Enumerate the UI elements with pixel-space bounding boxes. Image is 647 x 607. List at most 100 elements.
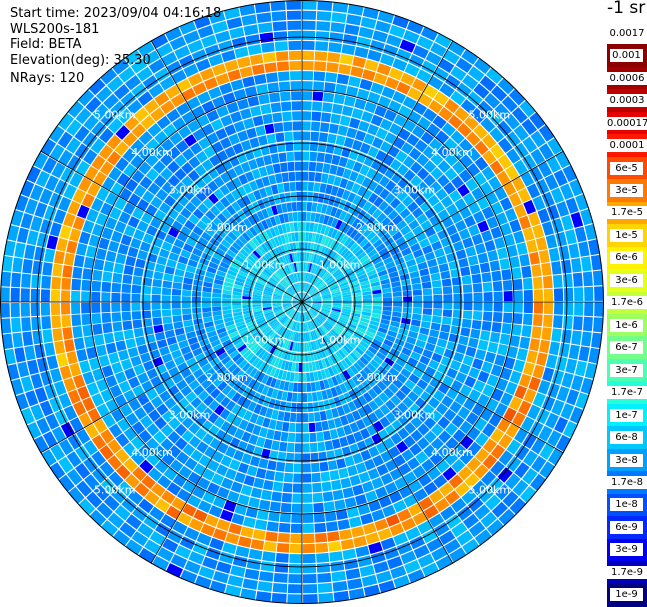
ppi-gate: [141, 285, 152, 295]
ppi-gate: [376, 351, 386, 361]
ppi-gate: [471, 403, 485, 417]
field-label: Field: BETA: [10, 37, 82, 52]
ppi-gate: [379, 323, 389, 330]
ppi-gate: [337, 519, 350, 530]
range-ring-label: 4.00km: [131, 146, 173, 159]
ppi-gate: [441, 395, 454, 408]
ppi-gate: [401, 449, 415, 462]
ppi-gate: [320, 290, 330, 295]
ppi-gate: [405, 526, 421, 541]
ppi-gate: [308, 171, 316, 182]
ppi-gate: [526, 239, 538, 253]
ppi-gate: [312, 340, 318, 350]
ppi-gate: [282, 317, 289, 325]
ppi-gate: [306, 212, 312, 222]
ppi-gate: [275, 271, 283, 280]
ppi-gate: [234, 46, 249, 59]
ppi-gate: [506, 148, 521, 164]
ppi-gate: [274, 471, 284, 482]
ppi-gate: [331, 308, 341, 313]
ppi-gate: [292, 121, 302, 131]
ppi-gate: [416, 35, 434, 50]
ppi-gate: [313, 81, 325, 92]
ppi-gate: [505, 131, 521, 147]
ppi-gate: [52, 263, 63, 277]
ppi-gate: [233, 449, 245, 462]
ppi-gate: [271, 491, 282, 502]
ppi-gate: [393, 114, 407, 127]
ppi-gate: [258, 166, 268, 177]
ppi-gate: [435, 555, 453, 570]
ppi-gate: [363, 155, 375, 167]
ppi-gate: [117, 418, 131, 432]
ppi-gate: [242, 578, 258, 590]
ppi-gate: [362, 291, 372, 296]
ppi-gate: [402, 96, 417, 110]
ppi-gate: [296, 413, 302, 423]
ppi-gate: [329, 314, 339, 320]
ppi-gate: [373, 396, 384, 408]
ppi-gate: [192, 82, 207, 96]
ppi-gate: [322, 272, 330, 281]
ppi-gate: [262, 305, 272, 309]
ppi-gate: [340, 235, 349, 245]
ppi-gate: [328, 42, 342, 53]
ppi-gate: [58, 393, 72, 409]
ppi-gate: [370, 82, 384, 95]
ppi-gate: [215, 323, 225, 330]
ppi-gate: [305, 283, 310, 293]
ppi-gate: [302, 292, 305, 302]
ppi-gate: [463, 302, 473, 311]
ppi-gate: [133, 184, 147, 198]
ppi-gate: [220, 196, 231, 208]
ppi-gate: [115, 125, 131, 140]
ppi-gate: [222, 309, 232, 315]
ppi-gate: [172, 391, 185, 403]
ppi-gate: [330, 561, 345, 572]
ppi-gate: [286, 151, 295, 162]
ppi-gate: [529, 166, 544, 182]
colorbar-tick-label: 1.7e-9: [607, 565, 647, 579]
ppi-gate: [284, 318, 291, 327]
ppi-gate: [522, 277, 533, 290]
ppi-gate: [437, 174, 450, 188]
ppi-gate: [406, 336, 417, 345]
ppi-gate: [484, 93, 501, 109]
ppi-gate: [242, 349, 252, 359]
ppi-gate: [68, 486, 85, 504]
ppi-gate: [315, 279, 322, 287]
ppi-gate: [237, 344, 247, 353]
ppi-gate: [366, 424, 378, 436]
ppi-gate: [448, 474, 464, 489]
ppi-gate: [289, 61, 302, 71]
ppi-gate: [312, 305, 321, 309]
ppi-gate: [217, 381, 228, 392]
ppi-gate: [373, 561, 389, 574]
spoke-line: [150, 40, 303, 303]
ppi-gate: [279, 315, 287, 322]
ppi-gate: [308, 263, 313, 273]
ppi-gate: [441, 316, 452, 325]
ppi-gate: [322, 300, 332, 302]
ppi-gate: [238, 270, 248, 278]
ppi-gate: [315, 41, 329, 51]
ppi-gate: [150, 217, 162, 229]
ppi-gate: [272, 260, 280, 269]
ppi-gate: [195, 428, 207, 440]
ppi-gate: [318, 256, 325, 266]
ppi-gate: [265, 408, 274, 419]
ppi-gate: [382, 292, 392, 298]
ppi-gate: [316, 315, 324, 323]
ppi-gate: [314, 329, 320, 339]
ppi-gate: [410, 242, 421, 253]
ppi-gate: [306, 332, 311, 342]
ppi-gate: [518, 215, 531, 230]
ppi-gate: [435, 188, 448, 201]
ppi-gate: [313, 71, 326, 82]
ppi-gate: [273, 122, 284, 133]
ppi-gate: [33, 152, 49, 170]
ppi-gate: [330, 387, 338, 398]
ppi-gate: [327, 174, 336, 185]
ppi-gate: [292, 111, 302, 121]
ppi-gate: [311, 330, 317, 340]
